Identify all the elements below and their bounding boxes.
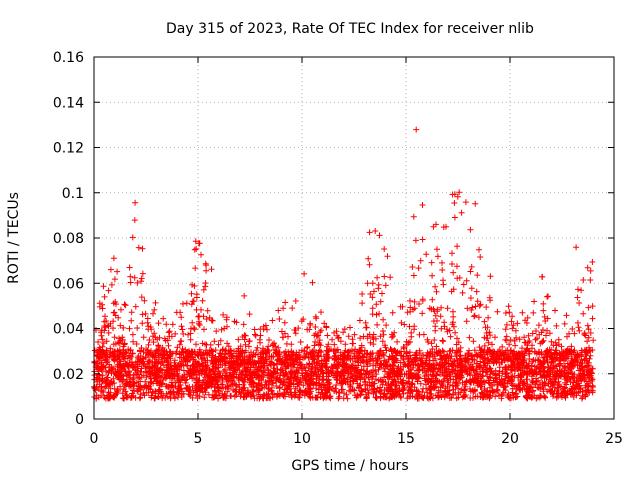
x-axis-ticks: 0 5 10 15 20 25 — [90, 57, 623, 447]
x-tick-label: 20 — [501, 431, 519, 447]
y-tick-label: 0.12 — [53, 141, 84, 157]
x-tick-label: 15 — [397, 431, 415, 447]
y-tick-label: 0.04 — [53, 322, 84, 338]
chart-title: Day 315 of 2023, Rate Of TEC Index for r… — [166, 21, 534, 37]
data-points — [91, 126, 597, 402]
y-tick-label: 0.02 — [53, 367, 84, 383]
roti-data-markers — [91, 126, 597, 402]
y-tick-label: 0.06 — [53, 276, 84, 292]
y-tick-label: 0.08 — [53, 231, 84, 247]
x-tick-label: 10 — [293, 431, 311, 447]
x-tick-label: 25 — [605, 431, 623, 447]
y-tick-label: 0.14 — [53, 95, 84, 111]
y-axis-label: ROTI / TECUs — [6, 192, 22, 284]
y-tick-label: 0 — [75, 412, 84, 428]
x-axis-label: GPS time / hours — [291, 458, 408, 474]
y-tick-label: 0.1 — [62, 186, 84, 202]
x-tick-label: 0 — [90, 431, 99, 447]
y-axis-ticks: 0 0.02 0.04 0.06 0.08 0.1 0.12 0.14 0.16 — [53, 50, 614, 428]
x-tick-label: 5 — [194, 431, 203, 447]
y-tick-label: 0.16 — [53, 50, 84, 66]
